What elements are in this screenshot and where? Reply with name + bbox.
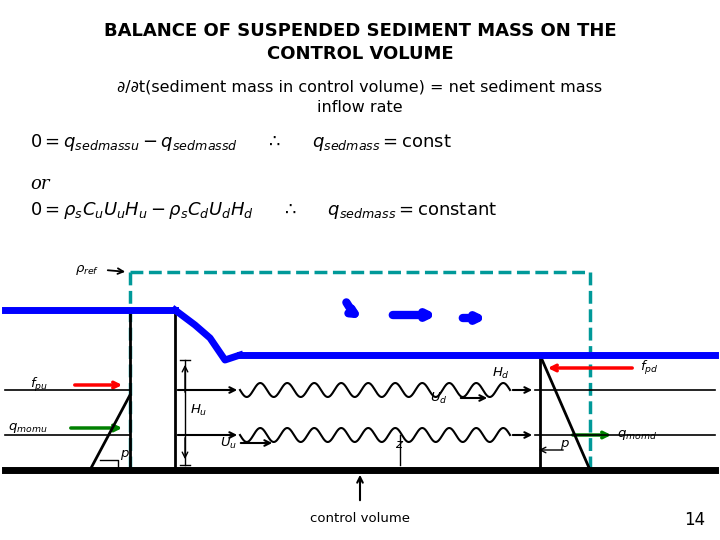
Text: $H_d$: $H_d$ [492,366,510,381]
Text: control volume: control volume [310,511,410,524]
Text: $\rho_{ref}$: $\rho_{ref}$ [75,263,99,277]
Text: $U_u$: $U_u$ [220,435,237,450]
Text: $p$: $p$ [120,448,130,462]
Text: CONTROL VOLUME: CONTROL VOLUME [266,45,454,63]
Text: $p$: $p$ [560,438,570,452]
Text: $f_{pu}$: $f_{pu}$ [30,376,48,394]
Text: ∂/∂t(sediment mass in control volume) = net sediment mass: ∂/∂t(sediment mass in control volume) = … [117,80,603,95]
Text: $U_d$: $U_d$ [430,390,448,406]
Text: $f_{pd}$: $f_{pd}$ [640,359,659,377]
Text: BALANCE OF SUSPENDED SEDIMENT MASS ON THE: BALANCE OF SUSPENDED SEDIMENT MASS ON TH… [104,22,616,40]
Text: 14: 14 [684,511,705,529]
Text: $0 = q_{sedmassu} - q_{sedmassd}$     $\therefore$     $q_{sedmass} = \mathrm{co: $0 = q_{sedmassu} - q_{sedmassd}$ $\ther… [30,132,452,153]
Text: or: or [30,175,50,193]
Text: $0 = \rho_s C_u U_u H_u - \rho_s C_d U_d H_d$     $\therefore$     $q_{sedmass} : $0 = \rho_s C_u U_u H_u - \rho_s C_d U_d… [30,200,497,221]
Text: $H_u$: $H_u$ [190,402,207,417]
Text: $q_{momu}$: $q_{momu}$ [8,421,48,435]
Text: $q_{momd}$: $q_{momd}$ [617,428,657,442]
Text: $z$: $z$ [395,438,405,451]
Text: inflow rate: inflow rate [318,100,402,115]
